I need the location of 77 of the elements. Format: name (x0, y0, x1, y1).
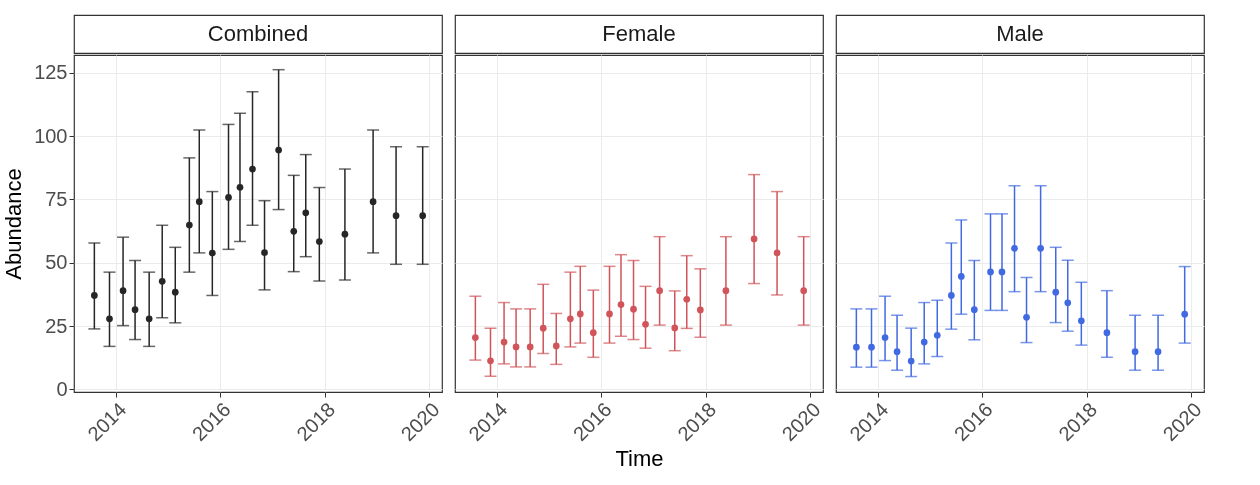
point (419, 212, 427, 219)
point (1154, 348, 1162, 356)
point (722, 287, 730, 294)
point (750, 235, 758, 243)
point (145, 315, 153, 323)
point (893, 348, 901, 356)
point (671, 324, 679, 332)
point (526, 343, 534, 351)
y-tick-label: 0 (56, 377, 68, 400)
point (91, 292, 98, 299)
point (800, 287, 808, 294)
point (606, 310, 613, 318)
point (1181, 310, 1189, 318)
point (987, 268, 994, 276)
point (208, 249, 216, 257)
point (948, 292, 955, 299)
point (1037, 244, 1044, 252)
point (1131, 348, 1139, 356)
point (656, 287, 663, 294)
point (576, 310, 584, 318)
point (119, 287, 127, 294)
point (131, 306, 139, 313)
y-tick-label: 50 (45, 251, 68, 274)
point (249, 165, 256, 173)
point (171, 288, 179, 296)
point (315, 238, 323, 245)
point (487, 357, 494, 365)
point (1023, 313, 1030, 321)
y-tick-label: 125 (34, 61, 68, 84)
point (225, 194, 232, 201)
x-axis-title: Time (615, 446, 664, 472)
point (302, 209, 310, 217)
point (998, 268, 1006, 276)
point (773, 249, 781, 257)
point (275, 146, 282, 154)
point (853, 343, 860, 351)
chart-title: Combined (207, 21, 309, 46)
point (106, 315, 113, 323)
y-tick-label: 100 (34, 124, 68, 147)
y-tick-label: 75 (45, 187, 68, 210)
point (970, 306, 978, 313)
chart-title: Male (996, 21, 1044, 46)
point (1103, 329, 1111, 337)
chart-title: Female (602, 21, 676, 46)
y-tick-label: 25 (45, 314, 68, 337)
point (907, 357, 915, 365)
point (195, 198, 203, 206)
point (186, 221, 193, 229)
point (868, 343, 875, 351)
point (290, 228, 298, 235)
point (158, 277, 166, 285)
point (1077, 317, 1085, 325)
point (567, 315, 574, 323)
point (617, 301, 625, 308)
point (957, 273, 965, 280)
point (683, 295, 691, 303)
point (369, 198, 377, 206)
point (500, 338, 508, 346)
point (552, 342, 560, 350)
point (630, 305, 637, 313)
point (236, 183, 244, 191)
point (589, 329, 597, 337)
point (1011, 244, 1018, 252)
y-axis-title: Abundance (1, 168, 27, 280)
point (539, 324, 547, 332)
point (472, 334, 479, 341)
point (1052, 288, 1060, 296)
point (512, 343, 520, 351)
point (696, 306, 704, 314)
point (1064, 299, 1072, 307)
point (933, 331, 941, 339)
point (341, 230, 349, 238)
point (881, 334, 889, 341)
point (642, 321, 649, 328)
point (920, 338, 928, 346)
point (392, 212, 400, 219)
point (261, 249, 268, 256)
